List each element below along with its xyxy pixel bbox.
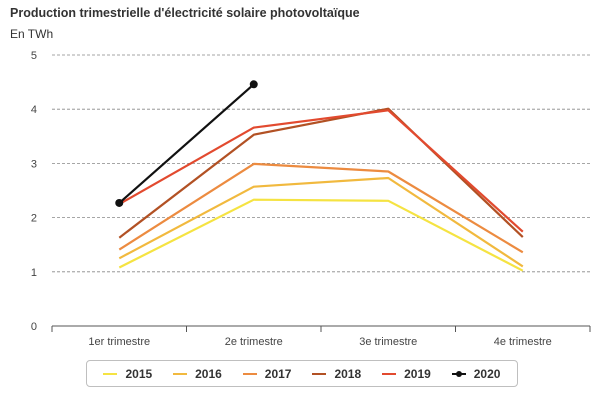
legend-item-2015[interactable]: 2015 <box>103 367 152 381</box>
chart-title: Production trimestrielle d'électricité s… <box>10 6 360 20</box>
series-line-2017 <box>118 162 524 254</box>
legend-item-2016[interactable]: 2016 <box>173 367 222 381</box>
series-line-2020 <box>118 83 255 204</box>
chart-plot-area: 0 1 2 3 4 5 1er trimestre 2e trimestre 3e trime… <box>31 50 591 348</box>
legend-label: 2016 <box>195 366 222 381</box>
series-2017 <box>118 162 524 254</box>
series-2019 <box>118 109 524 233</box>
x-tick-label: 4e trimestre <box>494 336 552 348</box>
legend-swatch <box>382 372 397 375</box>
chart-legend: 2015 2016 2017 2018 2019 2020 <box>86 360 518 387</box>
y-axis-unit-label: En TWh <box>10 27 54 41</box>
legend-swatch <box>173 372 188 375</box>
legend-item-2019[interactable]: 2019 <box>382 367 431 381</box>
x-tick-label: 1er trimestre <box>88 336 150 348</box>
x-tick-label: 2e trimestre <box>225 336 283 348</box>
legend-label: 2020 <box>473 366 501 381</box>
data-point-2020 <box>115 198 124 207</box>
legend-swatch <box>312 372 327 375</box>
y-tick-label-5: 5 <box>31 50 37 62</box>
y-tick-label-3: 3 <box>31 158 37 170</box>
legend-item-2020[interactable]: 2020 <box>451 366 501 381</box>
series-2018 <box>118 107 524 239</box>
y-tick-label-1: 1 <box>31 267 37 279</box>
series-line-2015 <box>118 198 524 272</box>
series-2016 <box>118 176 524 268</box>
y-tick-label-4: 4 <box>31 104 37 116</box>
y-tick-label-0: 0 <box>31 321 37 333</box>
legend-item-2018[interactable]: 2018 <box>312 367 361 381</box>
series-2020 <box>115 80 258 207</box>
legend-marker <box>455 370 462 377</box>
series-line-2018 <box>118 107 524 239</box>
legend-label: 2015 <box>125 366 153 381</box>
legend-label: 2019 <box>404 366 431 381</box>
series-line-2019 <box>118 109 524 233</box>
x-tick-label: 3e trimestre <box>359 336 417 348</box>
data-point-2020 <box>249 80 258 89</box>
series-line-2016 <box>118 176 524 268</box>
legend-swatch <box>103 372 118 375</box>
legend-swatch <box>242 372 257 375</box>
y-tick-label-2: 2 <box>31 213 37 225</box>
legend-swatch <box>451 370 466 377</box>
series-2015 <box>118 198 524 272</box>
legend-label: 2018 <box>334 366 362 381</box>
legend-item-2017[interactable]: 2017 <box>242 366 292 381</box>
legend-label: 2017 <box>264 366 292 381</box>
